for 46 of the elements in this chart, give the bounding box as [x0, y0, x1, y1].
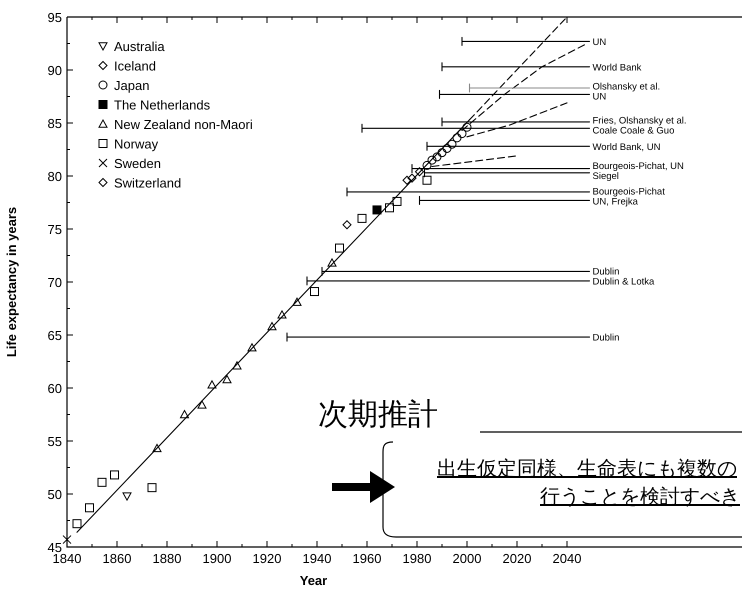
annotation: 行うことを検討すべき	[540, 486, 740, 508]
x-tick-label: 1900	[202, 551, 232, 566]
legend-label: New Zealand non-Maori	[114, 117, 253, 132]
legend-label: Sweden	[114, 156, 161, 171]
x-tick-label: 2000	[452, 551, 482, 566]
series-label: Fries, Olshansky et al.	[592, 116, 686, 127]
series-label: World Bank, UN	[592, 142, 661, 153]
legend-label: Switzerland	[114, 176, 182, 190]
y-axis-title: Life expectancy in years	[4, 206, 19, 358]
y-tick-label: 80	[48, 169, 62, 184]
y-tick-label: 95	[48, 10, 62, 25]
x-tick-label: 1940	[302, 551, 332, 566]
annotation: 出生仮定同様、生命表にも複数の	[437, 458, 737, 480]
y-tick-label: 90	[48, 63, 62, 78]
series-label: Dublin & Lotka	[592, 276, 656, 288]
series-label: UN	[592, 92, 606, 103]
x-tick-label: 2040	[552, 551, 582, 566]
series-label: UN	[592, 36, 606, 48]
series-label: Coale Coale & Guo	[592, 126, 674, 137]
y-tick-label: 50	[48, 487, 62, 502]
x-tick-label: 1860	[102, 551, 132, 566]
legend-label: Australia	[114, 39, 166, 54]
x-tick-label: 2020	[502, 551, 532, 566]
series-label: Dublin	[592, 332, 620, 344]
x-tick-label: 1980	[402, 551, 432, 566]
legend-label: Japan	[114, 78, 150, 93]
x-tick-label: 1960	[352, 551, 382, 566]
y-tick-label: 75	[48, 222, 62, 237]
x-tick-label: 1880	[152, 551, 182, 566]
series-label: UN, Frejka	[592, 196, 639, 208]
y-tick-label: 70	[48, 275, 62, 290]
legend-label: Norway	[114, 136, 159, 152]
series-label: Olshansky et al.	[592, 82, 660, 93]
x-tick-label: 1920	[252, 551, 282, 566]
x-axis-title: Year	[300, 573, 328, 588]
annotation: 次期推計	[318, 398, 438, 431]
legend-label: Iceland	[114, 58, 156, 74]
series-label: Dublin	[592, 266, 620, 278]
y-tick-label: 60	[48, 381, 62, 396]
legend-label: The Netherlands	[114, 98, 211, 112]
series-label: Bourgeois-Pichat	[592, 186, 666, 198]
series-label: World Bank	[592, 62, 642, 74]
y-tick-label: 65	[48, 328, 62, 343]
y-tick-label: 55	[48, 434, 62, 449]
y-tick-label: 85	[48, 116, 62, 131]
series-label: Siegel	[592, 171, 619, 182]
